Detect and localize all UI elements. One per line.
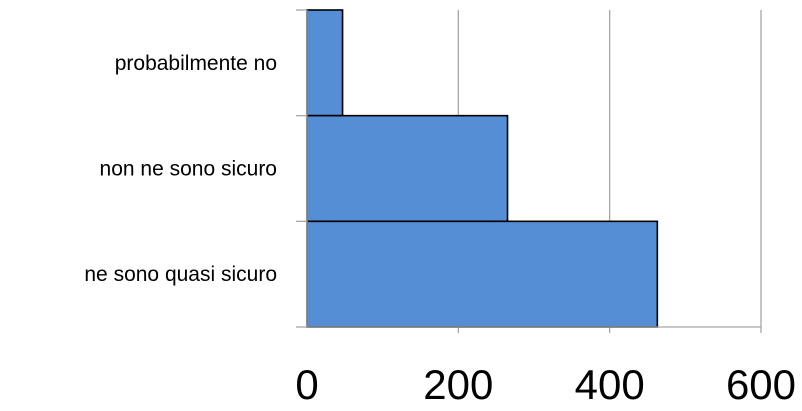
bar-1 [306,9,344,117]
x-tick-label: 200 [423,361,493,408]
bar-2 [306,114,509,223]
x-tick-label: 600 [726,361,796,408]
category-label: ne sono quasi sicuro [84,263,277,286]
x-tick-label: 400 [575,361,645,408]
bar-3 [306,220,659,328]
category-labels: probabilmente no non ne sono sicuro ne son… [84,52,277,286]
value-axis-tick-labels: 0 200 400 600 [295,361,796,408]
category-label: probabilmente no [115,52,277,75]
bars-group [306,9,659,328]
category-label: non ne sono sicuro [100,158,277,181]
category-axis [296,9,761,328]
x-tick-label: 0 [295,361,318,408]
